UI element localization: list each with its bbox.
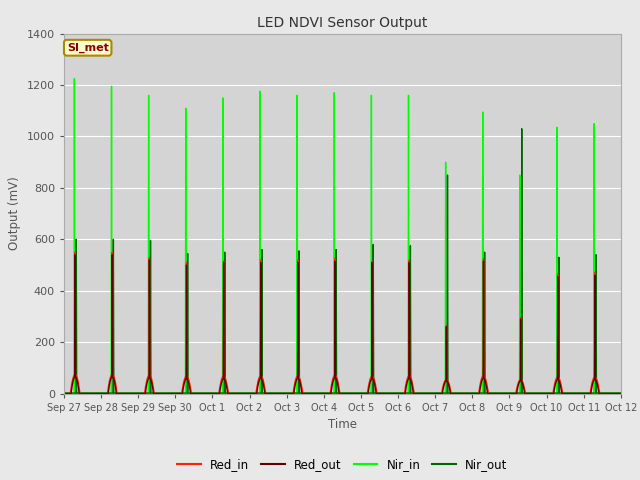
Nir_in [60, 390, 68, 396]
Red_in [179, 382, 187, 387]
Nir_out [615, 390, 623, 396]
Nir_in [179, 390, 187, 396]
Red_out [71, 252, 79, 258]
Nir_out [179, 390, 187, 396]
Red_in [173, 391, 181, 396]
Text: SI_met: SI_met [67, 43, 109, 53]
Nir_in [269, 390, 276, 396]
Red_out [173, 391, 181, 396]
Red_in [71, 249, 79, 255]
Nir_out [419, 390, 427, 396]
Nir_out [499, 390, 506, 396]
Nir_in [615, 390, 623, 396]
Red_out [269, 391, 276, 396]
Nir_in [419, 390, 427, 396]
Title: LED NDVI Sensor Output: LED NDVI Sensor Output [257, 16, 428, 30]
Red_in [617, 391, 625, 396]
Line: Red_in: Red_in [64, 252, 621, 394]
Line: Nir_in: Nir_in [64, 79, 621, 393]
Red_in [499, 391, 506, 396]
Red_out [617, 391, 625, 396]
Nir_out [60, 390, 68, 396]
Nir_out [518, 126, 525, 132]
Nir_out [173, 390, 181, 396]
Red_out [60, 391, 68, 396]
Legend: Red_in, Red_out, Nir_in, Nir_out: Red_in, Red_out, Nir_in, Nir_out [172, 454, 513, 476]
Red_in [269, 391, 276, 396]
Red_in [419, 391, 427, 396]
Nir_in [499, 390, 506, 396]
Red_out [179, 386, 187, 392]
Red_out [419, 391, 427, 396]
Nir_in [173, 390, 181, 396]
Nir_out [617, 390, 625, 396]
Nir_out [269, 390, 276, 396]
Red_in [60, 391, 68, 396]
X-axis label: Time: Time [328, 418, 357, 431]
Nir_in [617, 390, 625, 396]
Line: Nir_out: Nir_out [64, 129, 621, 393]
Line: Red_out: Red_out [64, 255, 621, 394]
Nir_in [70, 76, 78, 82]
Y-axis label: Output (mV): Output (mV) [8, 177, 21, 251]
Red_out [499, 391, 506, 396]
Red_in [615, 391, 623, 396]
Red_out [615, 391, 623, 396]
